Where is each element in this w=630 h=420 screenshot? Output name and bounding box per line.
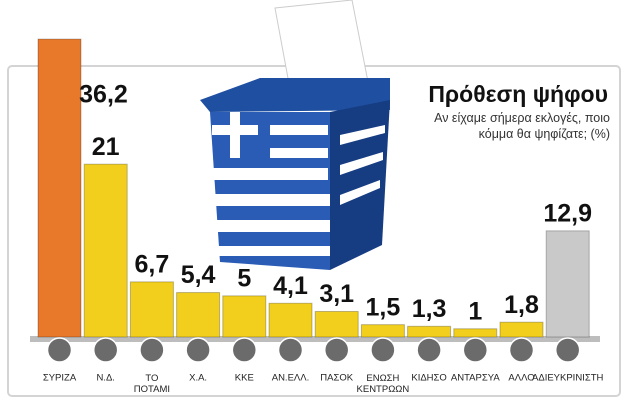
bar — [176, 292, 221, 338]
value-label: 1,5 — [366, 293, 401, 321]
x-tick-label: ΑΝΤΑΡΣΥΑ — [451, 373, 500, 384]
bar — [545, 230, 590, 338]
party-logo — [323, 337, 350, 363]
party-logo — [508, 337, 535, 363]
party-logo — [139, 337, 165, 363]
value-label: 21 — [92, 133, 120, 161]
party-logo — [185, 337, 211, 363]
x-tick-label: Χ.Α. — [189, 373, 207, 384]
x-tick-label-line: ΚΕΝΤΡΩΩΝ — [357, 384, 410, 395]
x-tick-label: ΚΚΕ — [235, 373, 254, 384]
value-label: 4,1 — [273, 272, 308, 300]
bar — [83, 163, 128, 338]
party-logo — [277, 337, 304, 363]
party-logo — [370, 337, 396, 363]
bar — [453, 328, 498, 338]
x-tick-label: ΠΑΣΟΚ — [320, 373, 353, 384]
x-tick-label-line: ΠΟΤΑΜΙ — [134, 384, 170, 395]
base-shelf — [30, 336, 600, 342]
chart-title: Πρόθεση ψήφου — [428, 81, 608, 107]
bar — [222, 295, 267, 338]
party-logo — [46, 337, 73, 363]
bar — [360, 324, 405, 338]
x-tick-label: Ν.Δ. — [96, 373, 115, 384]
x-tick-label: ΕΝΩΣΗ ΚΕΝΤΡΩΩΝ — [357, 373, 410, 395]
x-tick-label: ΣΥΡΙΖΑ — [43, 373, 77, 384]
value-label: 5 — [237, 264, 251, 292]
bar — [129, 281, 174, 338]
x-tick-label-line: ΤΟ — [145, 373, 158, 384]
party-logo — [92, 337, 119, 363]
x-tick-label: ΑΛΛΟ — [508, 373, 534, 384]
party-logo — [462, 337, 489, 363]
x-tick-label: ΚΙΔΗΣΟ — [411, 373, 446, 384]
bar — [314, 310, 359, 338]
value-label: 12,9 — [543, 199, 592, 227]
bar — [499, 321, 544, 338]
x-tick-label: ΑΔΙΕΥΚΡΙΝΙΣΤΗ — [532, 373, 603, 384]
subtitle-box: Αν είχαμε σήμερα εκλογές, ποιο κόμμα θα … — [434, 111, 610, 141]
value-label: 5,4 — [181, 261, 216, 289]
value-label: 1,8 — [504, 291, 539, 319]
party-logo — [416, 337, 442, 363]
party-logo — [231, 337, 258, 363]
value-label: 6,7 — [135, 250, 170, 278]
value-label: 1 — [468, 297, 482, 325]
chart-subtitle: Αν είχαμε σήμερα εκλογές, ποιο κόμμα θα … — [434, 111, 610, 141]
x-tick-label: ΤΟ ΠΟΤΑΜΙ — [134, 373, 170, 395]
bar — [37, 38, 82, 338]
bar — [268, 302, 313, 338]
party-logo — [554, 337, 581, 363]
value-label: 36,2 — [79, 81, 128, 109]
value-label: 3,1 — [319, 280, 354, 308]
bar — [407, 325, 452, 338]
value-label: 1,3 — [412, 295, 447, 323]
x-tick-label-line: ΕΝΩΣΗ — [366, 373, 399, 384]
x-tick-label: ΑΝ.ΕΛΛ. — [272, 373, 310, 384]
ballot-box — [200, 0, 390, 270]
